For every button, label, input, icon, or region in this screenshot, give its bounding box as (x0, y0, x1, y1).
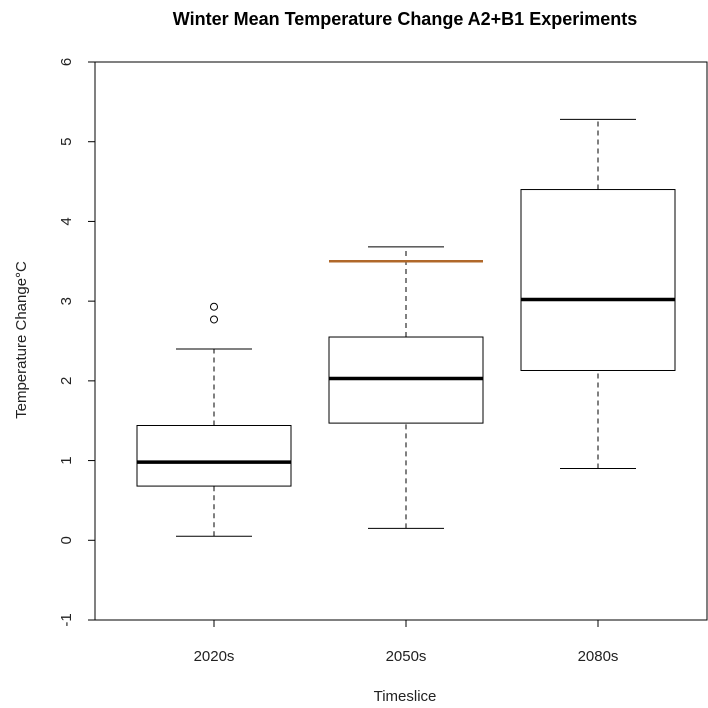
box (520, 189, 676, 371)
box (136, 424, 292, 487)
outlier (210, 302, 218, 311)
outlier (210, 315, 218, 324)
chart-title: Winter Mean Temperature Change A2+B1 Exp… (173, 9, 637, 29)
y-tick-label: 1 (58, 456, 75, 464)
y-axis-title: Temperature Change°C (13, 261, 30, 419)
y-tick-label: 0 (58, 536, 75, 544)
x-axis-title: Timeslice (374, 688, 437, 705)
x-tick-label: 2080s (578, 648, 619, 665)
y-tick-label: 6 (58, 58, 75, 66)
y-tick-label: -1 (58, 613, 75, 626)
y-tick-label: 5 (58, 138, 75, 146)
x-tick-label: 2020s (194, 648, 235, 665)
y-tick-label: 4 (58, 217, 75, 225)
plot-frame (94, 61, 708, 621)
y-tick-label: 2 (58, 377, 75, 385)
y-tick-label: 3 (58, 297, 75, 305)
x-tick-label: 2050s (386, 648, 427, 665)
